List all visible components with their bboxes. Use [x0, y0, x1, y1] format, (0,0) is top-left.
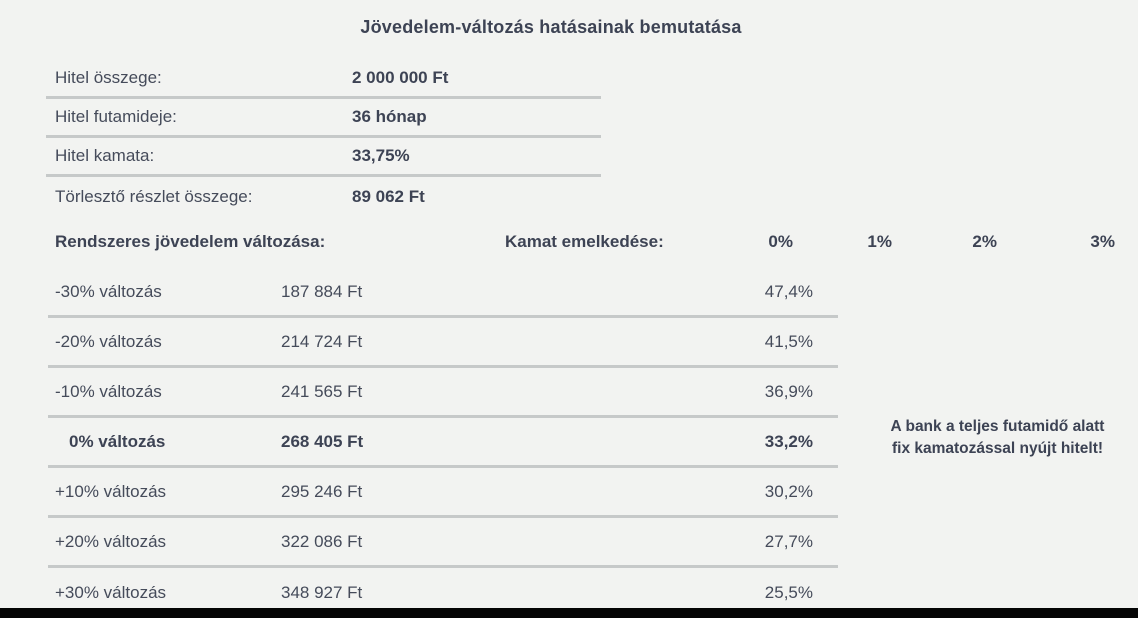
loan-interest-row: Hitel kamata: 33,75%	[46, 138, 601, 177]
loan-amount-value: 2 000 000 Ft	[352, 68, 449, 87]
table-row-zero: 0% változás 268 405 Ft 33,2%	[48, 418, 838, 468]
page-title: Jövedelem-változás hatásainak bemutatása	[360, 17, 742, 37]
ratio-cell: 36,9%	[764, 381, 813, 401]
change-cell: -10% változás	[55, 381, 162, 401]
table-row-minus10: -10% változás 241 565 Ft 36,9%	[48, 368, 838, 418]
change-cell: -30% változás	[55, 281, 162, 301]
rate-column-3: 3%	[1090, 232, 1115, 251]
loan-amount-label: Hitel összege:	[55, 68, 162, 87]
table-row-plus20: +20% változás 322 086 Ft 27,7%	[48, 518, 838, 568]
rate-column-1: 1%	[867, 232, 892, 251]
ratio-cell: 25,5%	[764, 583, 813, 602]
loan-interest-value: 33,75%	[352, 146, 410, 165]
loan-amount-row: Hitel összege: 2 000 000 Ft	[46, 60, 601, 99]
loan-interest-label: Hitel kamata:	[55, 146, 155, 165]
rate-column-0: 0%	[768, 232, 793, 251]
ratio-cell: 41,5%	[764, 331, 813, 351]
income-cell: 348 927 Ft	[281, 583, 363, 602]
results-table-header: Rendszeres jövedelem változása: Kamat em…	[0, 232, 1138, 258]
fixed-rate-note: A bank a teljes futamidő alatt fix kamat…	[870, 416, 1125, 460]
loan-installment-value: 89 062 Ft	[352, 186, 425, 206]
ratio-cell: 27,7%	[764, 531, 813, 551]
ratio-cell: 33,2%	[764, 431, 813, 451]
income-change-header: Rendszeres jövedelem változása:	[55, 232, 326, 251]
ratio-cell: 30,2%	[764, 481, 813, 501]
income-cell: 214 724 Ft	[281, 331, 363, 351]
loan-term-label: Hitel futamideje:	[55, 107, 177, 126]
loan-installment-row: Törlesztő részlet összege: 89 062 Ft	[46, 177, 601, 216]
income-cell: 187 884 Ft	[281, 281, 363, 301]
change-cell: +10% változás	[55, 481, 167, 501]
bottom-bar	[0, 608, 1138, 618]
fixed-rate-note-line1: A bank a teljes futamidő alatt	[890, 418, 1105, 435]
table-row-minus30: -30% változás 187 884 Ft 47,4%	[48, 268, 838, 318]
table-row-minus20: -20% változás 214 724 Ft 41,5%	[48, 318, 838, 368]
ratio-cell: 47,4%	[764, 281, 813, 301]
rate-increase-header: Kamat emelkedése:	[505, 232, 664, 251]
change-cell: +30% változás	[55, 583, 167, 602]
results-table-body: -30% változás 187 884 Ft 47,4% -20% vált…	[48, 268, 838, 618]
income-cell: 295 246 Ft	[281, 481, 363, 501]
fixed-rate-note-line2: fix kamatozással nyújt hitelt!	[891, 440, 1104, 457]
loan-term-value: 36 hónap	[352, 107, 427, 126]
income-cell: 241 565 Ft	[281, 381, 363, 401]
loan-installment-label: Törlesztő részlet összege:	[55, 186, 253, 206]
change-cell: 0% változás	[69, 431, 166, 451]
income-cell: 268 405 Ft	[281, 431, 364, 451]
rate-column-2: 2%	[972, 232, 997, 251]
table-row-plus30: +30% változás 348 927 Ft 25,5%	[48, 568, 838, 618]
income-cell: 322 086 Ft	[281, 531, 363, 551]
loan-term-row: Hitel futamideje: 36 hónap	[46, 99, 601, 138]
change-cell: -20% változás	[55, 331, 162, 351]
loan-info-section: Hitel összege: 2 000 000 Ft Hitel futami…	[46, 60, 601, 216]
change-cell: +20% változás	[55, 531, 167, 551]
table-row-plus10: +10% változás 295 246 Ft 30,2%	[48, 468, 838, 518]
